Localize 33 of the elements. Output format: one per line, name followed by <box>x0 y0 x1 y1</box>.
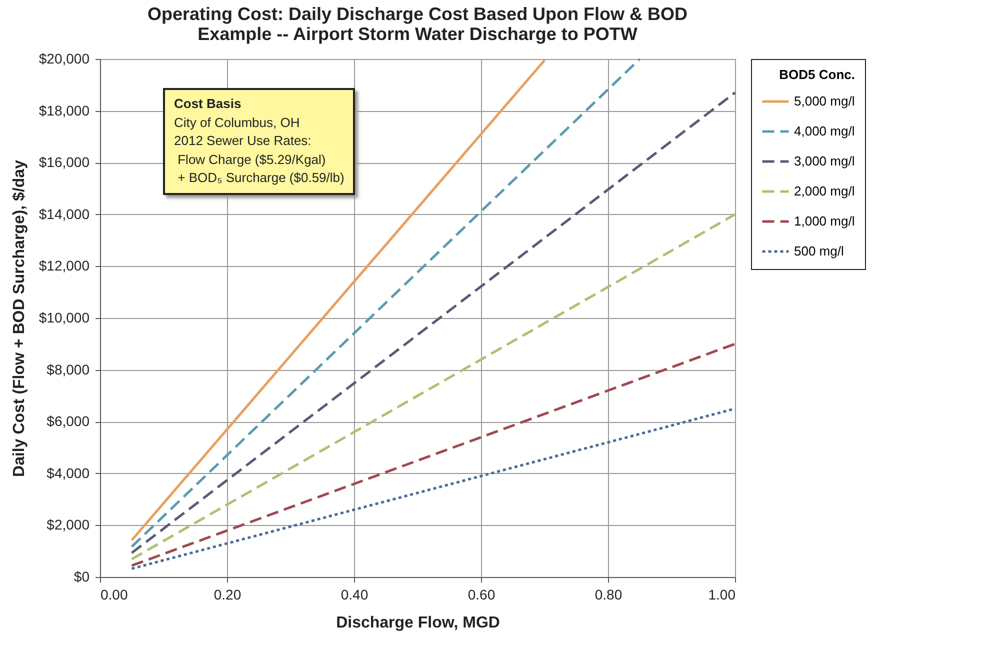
legend-label: 4,000 mg/l <box>794 124 855 138</box>
y-tick-label: $2,000 <box>46 516 90 533</box>
annotation: 2012 Sewer Use Rates: <box>174 132 312 150</box>
x-tick-label: 0.80 <box>594 586 622 602</box>
x-tick-label: 1.00 <box>708 586 736 602</box>
y-tick-label: $18,000 <box>38 102 90 118</box>
chart-subtitle: Example -- Airport Storm Water Discharge to POTW <box>198 24 638 44</box>
legend-title: BOD5 Conc. <box>779 67 855 82</box>
legend-label: 5,000 mg/l <box>794 94 855 108</box>
y-tick-label: $4,000 <box>46 464 90 481</box>
y-tick-label: $20,000 <box>38 50 90 66</box>
y-tick-label: $14,000 <box>38 206 90 222</box>
annotation: + BOD₅ Surcharge ($0.59/lb) <box>176 169 344 187</box>
y-tick-label: $16,000 <box>38 154 90 170</box>
x-tick-label: 0.00 <box>100 586 128 602</box>
y-tick-label: $8,000 <box>46 361 90 378</box>
annotation: Cost Basis <box>174 95 242 113</box>
legend-label: 2,000 mg/l <box>794 184 855 198</box>
x-tick-label: 0.60 <box>468 586 496 602</box>
x-tick-label: 0.40 <box>340 586 368 602</box>
y-axis-title: Daily Cost (Flow + BOD Surcharge), $/day <box>10 160 28 477</box>
x-tick-label: 0.20 <box>214 586 242 602</box>
annotation: City of Columbus, OH <box>174 114 301 132</box>
x-axis-title: Discharge Flow, MGD <box>336 614 500 632</box>
annotation: Flow Charge ($5.29/Kgal) <box>176 150 327 169</box>
legend-label: 1,000 mg/l <box>794 214 855 228</box>
y-tick-label: $10,000 <box>38 310 90 326</box>
legend-label: 3,000 mg/l <box>794 154 855 168</box>
legend-label: 500 mg/l <box>794 244 844 258</box>
chart-title: Operating Cost: Daily Discharge Cost Based Upon Flow & BOD <box>147 4 688 24</box>
y-tick-label: $0 <box>74 568 90 584</box>
y-tick-label: $12,000 <box>38 258 90 274</box>
y-tick-label: $6,000 <box>46 413 90 430</box>
